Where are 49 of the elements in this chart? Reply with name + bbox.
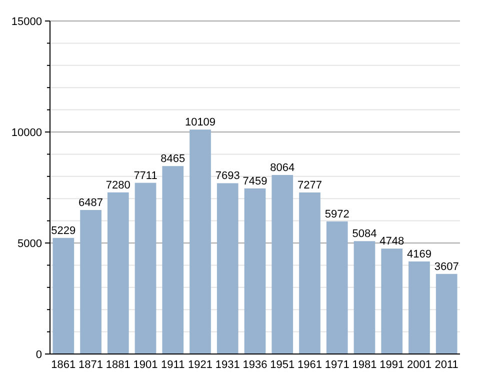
data-label: 3607 [434, 260, 459, 273]
data-label: 5229 [51, 224, 76, 237]
bar [107, 192, 129, 354]
bar [354, 241, 376, 354]
x-tick-label: 1871 [78, 359, 104, 371]
data-label: 6487 [78, 196, 104, 209]
data-label: 7711 [134, 170, 158, 182]
bar [134, 182, 156, 354]
y-tick-label: 0 [36, 348, 42, 361]
data-label: 4748 [380, 236, 404, 248]
data-label: 8064 [270, 162, 295, 174]
bar [272, 174, 294, 354]
x-tick-label: 1921 [188, 359, 213, 371]
bar [52, 238, 74, 354]
x-tick-label: 1961 [297, 359, 322, 371]
bar [436, 274, 458, 354]
x-tick-label: 1991 [380, 359, 404, 371]
x-tick-label: 1931 [215, 359, 240, 371]
data-label: 8465 [160, 153, 186, 166]
y-tick-label: 15000 [11, 16, 42, 28]
x-tick-label: 1936 [242, 359, 268, 371]
bar [80, 210, 102, 354]
bar [190, 130, 211, 354]
bar [244, 188, 266, 354]
x-tick-label: 1971 [324, 359, 350, 371]
bar [326, 221, 348, 354]
data-label: 7277 [297, 179, 322, 192]
x-tick-label: 2011 [434, 359, 458, 371]
x-tick-label: 1861 [51, 359, 76, 371]
x-tick-label: 2001 [406, 359, 432, 371]
bar [162, 166, 184, 354]
data-label: 5972 [324, 208, 350, 220]
data-label: 7280 [106, 179, 130, 192]
y-tick-label: 5000 [18, 238, 42, 250]
data-label: 4169 [406, 248, 432, 260]
x-tick-label: 1901 [133, 359, 158, 371]
bar [216, 183, 238, 354]
x-tick-label: 1911 [161, 359, 185, 371]
data-label: 10109 [184, 116, 216, 129]
y-tick-label: 10000 [11, 126, 42, 139]
x-tick-label: 1881 [106, 359, 130, 371]
bar [299, 192, 320, 354]
data-label: 7459 [242, 175, 268, 188]
bar [381, 248, 403, 354]
data-label: 7693 [215, 170, 240, 182]
data-label: 5084 [352, 228, 377, 240]
bar [408, 261, 430, 354]
x-tick-label: 1951 [270, 359, 295, 371]
x-tick-label: 1981 [352, 359, 377, 371]
